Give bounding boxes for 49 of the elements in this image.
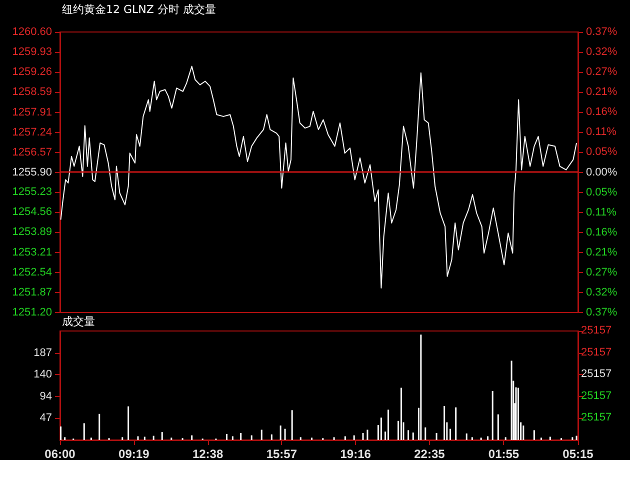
chart-title: 纽约黄金12 GLNZ 分时 成交量 bbox=[62, 3, 216, 16]
y2-tick-label: 0.16% bbox=[586, 106, 618, 118]
y2-tick-label: 0.05% bbox=[586, 146, 618, 158]
y-tick-label: 1257.24 bbox=[12, 126, 52, 138]
y2-tick-label: 0.32% bbox=[586, 46, 618, 58]
x-tick-label: 15:57 bbox=[266, 447, 298, 461]
text: 25157 bbox=[581, 346, 612, 358]
x-tick-label: 09:19 bbox=[118, 447, 150, 461]
y2-tick-label: 0.37% bbox=[586, 26, 618, 38]
y2-tick-label: 0.37% bbox=[586, 306, 618, 318]
y-tick-label: 140 bbox=[34, 368, 52, 381]
x-tick-label: 05:15 bbox=[562, 447, 594, 461]
y2-tick-label: 0.27% bbox=[586, 266, 618, 278]
y-tick-label: 1252.54 bbox=[12, 266, 52, 279]
y2-tick-label: 0.11% bbox=[586, 126, 617, 138]
y2-tick-label: 0.32% bbox=[586, 286, 618, 298]
y-tick-label: 187 bbox=[34, 346, 52, 359]
y2-tick-label: 0.21% bbox=[586, 86, 618, 98]
y-tick-label: 1255.90 bbox=[12, 166, 52, 178]
y-tick-label: 1260.60 bbox=[12, 26, 52, 38]
y2-tick-label: 0.11% bbox=[586, 206, 617, 218]
y2-tick-label: 0.21% bbox=[586, 246, 618, 258]
y2-tick-label: 0.05% bbox=[586, 186, 618, 198]
y-tick-label: 1256.57 bbox=[12, 146, 52, 158]
text: 25157 bbox=[581, 390, 612, 402]
x-tick-label: 12:38 bbox=[192, 447, 224, 461]
y-tick-label: 1257.91 bbox=[12, 106, 52, 118]
y-tick-label: 1251.87 bbox=[12, 286, 52, 299]
x-tick-label: 22:35 bbox=[414, 447, 446, 461]
y-tick-label: 94 bbox=[40, 390, 52, 402]
y2-tick-label: 0.27% bbox=[586, 66, 618, 78]
y2-tick-label: 0.16% bbox=[586, 226, 618, 238]
x-tick-label: 19:16 bbox=[340, 447, 372, 461]
y-tick-label: 1251.20 bbox=[12, 306, 52, 318]
chart-title: 成交量 bbox=[62, 315, 95, 328]
text: 25157 bbox=[581, 324, 612, 336]
y2-tick-label: 0.00% bbox=[586, 166, 618, 178]
y-tick-label: 1254.56 bbox=[12, 206, 52, 218]
y-tick-label: 1258.59 bbox=[12, 86, 52, 98]
x-tick-label: 01:55 bbox=[488, 447, 520, 461]
x-tick-label: 06:00 bbox=[44, 447, 76, 461]
y-tick-label: 1259.93 bbox=[12, 46, 52, 58]
y-tick-label: 1253.89 bbox=[12, 226, 52, 238]
text: 25157 bbox=[581, 368, 612, 380]
y-tick-label: 47 bbox=[40, 412, 52, 424]
y-tick-label: 1253.21 bbox=[12, 246, 52, 259]
text: 25157 bbox=[581, 412, 612, 424]
y-tick-label: 1255.23 bbox=[12, 186, 52, 198]
y-tick-label: 1259.26 bbox=[12, 66, 52, 78]
